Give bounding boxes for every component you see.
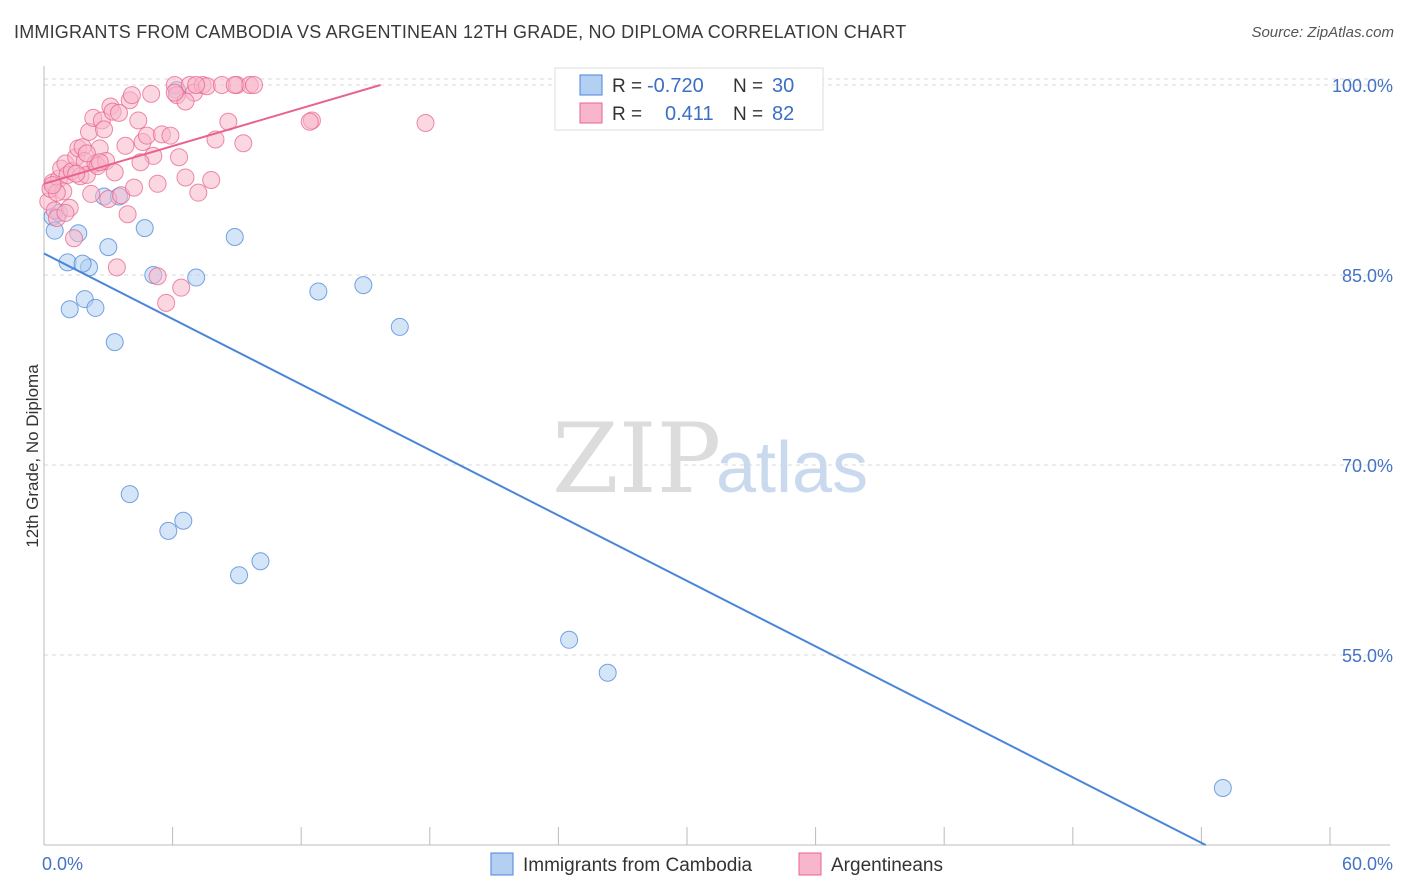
argentineans-point-26 [95,120,114,139]
argentineans-point-78 [245,76,264,94]
cambodia-trendline [43,252,1207,846]
argentineans-point-20 [82,184,101,203]
argentineans-point-63 [416,114,435,132]
cambodia-point-8 [86,298,105,317]
argentineans-point-49 [176,168,195,187]
cambodia-point-28 [598,663,617,682]
legend-n-value-cambodia: 30 [772,75,794,97]
bottom-legend-swatch-cambodia [490,852,514,876]
argentineans-point-12 [65,229,84,248]
argentineans-point-73 [187,76,206,94]
argentineans-point-74 [225,76,244,94]
cambodia-point-19 [309,282,328,301]
y-tick-label-1: 70.0% [1342,456,1393,476]
watermark-atlas: atlas [716,428,868,508]
bottom-legend: Immigrants from Cambodia Argentineans [490,852,943,876]
argentineans-point-76 [165,83,184,102]
cambodia-point-26 [251,552,270,571]
legend-r-value-cambodia: -0.720 [647,75,704,97]
argentineans-point-44 [157,293,176,312]
argentineans-point-45 [161,126,180,145]
legend-box: R = -0.720 N = 30 R = 0.411 N = 82 [554,67,824,131]
argentineans-point-39 [137,126,156,145]
cambodia-point-22 [120,485,139,504]
cambodia-point-10 [99,238,118,257]
argentineans-point-40 [142,84,161,103]
cambodia-point-18 [225,228,244,246]
trendlines [43,84,1207,846]
argentineans-point-32 [107,258,126,277]
argentineans-point-70 [131,153,150,172]
watermark-zip: ZIP [552,403,721,515]
argentineans-point-36 [125,178,144,197]
cambodia-point-5 [60,300,79,319]
argentineans-point-77 [110,103,129,122]
argentineans-point-71 [148,267,167,286]
x-tick-label-max: 60.0% [1342,854,1393,874]
y-tick-label-0: 55.0% [1342,646,1393,666]
cambodia-point-16 [187,268,206,287]
cambodia-point-20 [354,276,373,295]
argentineans-point-64 [77,144,96,163]
series-argentineans-points [39,76,435,312]
bottom-legend-label-argentineans: Argentineans [831,855,943,876]
argentineans-point-68 [56,203,75,222]
source-label: Source: ZipAtlas.com [1251,24,1394,41]
cambodia-point-25 [230,566,249,585]
argentineans-point-37 [129,111,148,130]
argentineans-point-55 [202,171,221,189]
y-axis-label: 12th Grade, No Diploma [23,364,42,548]
bottom-legend-label-cambodia: Immigrants from Cambodia [523,855,753,876]
argentineans-trendline [43,84,381,185]
cambodia-point-23 [159,521,178,540]
cambodia-point-13 [105,333,124,352]
argentineans-point-80 [300,112,319,131]
legend-r-label-argentineans: R = [612,104,642,125]
argentineans-point-66 [118,205,137,224]
legend-swatch-cambodia [579,74,603,96]
cambodia-point-24 [174,511,193,530]
cambodia-point-29 [1213,779,1232,797]
legend-r-label-cambodia: R = [612,76,642,97]
argentineans-point-42 [148,174,167,193]
legend-swatch-argentineans [579,102,603,124]
cambodia-point-14 [135,219,154,238]
argentineans-point-34 [116,136,135,155]
argentineans-point-31 [105,163,124,182]
y-tick-label-2: 85.0% [1342,266,1393,286]
argentineans-point-48 [172,278,191,297]
argentineans-point-52 [189,183,208,202]
x-tick-label-min: 0.0% [42,854,83,874]
x-tick-labels: 0.0% 60.0% [42,854,1393,874]
legend-r-value-argentineans: 0.411 [665,103,714,125]
legend-n-label-cambodia: N = [733,76,763,97]
legend-n-label-argentineans: N = [733,104,763,125]
chart-title: IMMIGRANTS FROM CAMBODIA VS ARGENTINEAN … [14,22,907,42]
legend-n-value-argentineans: 82 [772,103,794,125]
cambodia-point-21 [390,317,409,336]
y-tick-labels: 55.0% 70.0% 85.0% 100.0% [1332,76,1393,666]
watermark: ZIP atlas [552,403,868,515]
argentineans-point-67 [170,148,189,167]
gridlines [44,78,1390,656]
y-tick-label-3: 100.0% [1332,76,1393,96]
cambodia-point-27 [560,630,579,649]
argentineans-point-60 [234,134,253,153]
bottom-legend-swatch-argentineans [798,852,822,876]
argentineans-point-75 [122,86,141,105]
